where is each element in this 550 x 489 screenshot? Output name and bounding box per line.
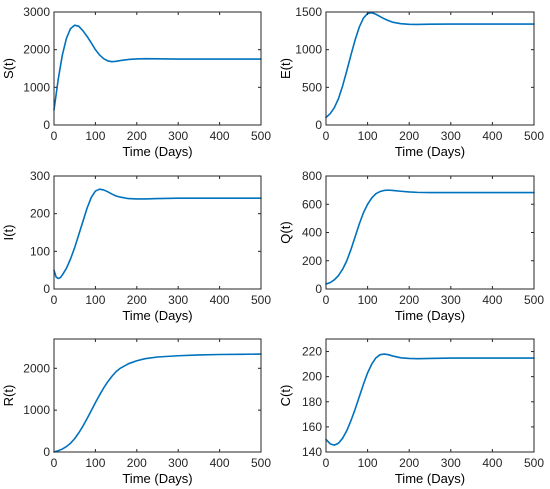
x-tick-label: 100: [85, 456, 105, 470]
y-tick-label: 180: [302, 395, 322, 409]
y-axis-label: R(t): [1, 385, 16, 407]
x-tick-label: 200: [127, 129, 147, 143]
x-axis-label: Time (Days): [122, 471, 192, 486]
x-tick-label: 500: [524, 129, 544, 143]
x-tick-label: 100: [85, 293, 105, 307]
y-tick-label: 1000: [23, 403, 50, 417]
x-axis-label: Time (Days): [395, 308, 465, 323]
y-tick-label: 160: [302, 420, 322, 434]
y-axis-label: I(t): [1, 225, 16, 241]
x-tick-label: 0: [323, 129, 330, 143]
chart-panel-1: 0 100 200 300 400 500 0 1000 2000 3000 Time (Days)…: [1, 5, 271, 159]
y-tick-label: 140: [302, 445, 322, 459]
axes-frame: [325, 338, 535, 453]
y-tick-label: 220: [302, 345, 322, 359]
y-tick-label: 1500: [295, 5, 322, 19]
x-tick-label: 0: [51, 456, 58, 470]
x-tick-label: 400: [482, 129, 502, 143]
series-line: [53, 24, 262, 111]
x-tick-label: 0: [323, 293, 330, 307]
axes-frame: [53, 11, 262, 126]
x-tick-label: 300: [168, 293, 188, 307]
series-line: [325, 353, 535, 446]
y-tick-label: 0: [43, 118, 50, 132]
x-tick-label: 100: [85, 129, 105, 143]
x-tick-label: 200: [127, 293, 147, 307]
x-tick-label: 300: [441, 129, 461, 143]
y-tick-label: 400: [302, 226, 322, 240]
x-tick-label: 0: [323, 456, 330, 470]
y-tick-label: 200: [30, 207, 50, 221]
x-tick-label: 300: [441, 293, 461, 307]
x-axis-label: Time (Days): [395, 144, 465, 159]
y-axis-label: C(t): [278, 385, 293, 407]
chart-panel-5: 0 100 200 300 400 500 0 1000 2000 Time (Days) R(t): [1, 338, 271, 486]
x-tick-label: 100: [358, 129, 378, 143]
y-tick-label: 2000: [23, 43, 50, 57]
y-tick-label: 200: [302, 254, 322, 268]
x-tick-label: 200: [399, 129, 419, 143]
x-tick-label: 300: [168, 129, 188, 143]
x-tick-label: 500: [251, 293, 271, 307]
x-axis-label: Time (Days): [122, 308, 192, 323]
x-tick-label: 100: [358, 456, 378, 470]
axes-frame: [53, 175, 262, 290]
x-axis-label: Time (Days): [395, 471, 465, 486]
chart-panel-4: 0 100 200 300 400 500 0 200 400 600 800 Time (Days)…: [278, 169, 544, 323]
y-tick-label: 500: [302, 80, 322, 94]
y-tick-label: 0: [43, 282, 50, 296]
y-tick-label: 1000: [23, 80, 50, 94]
chart-panel-2: 0 100 200 300 400 500 0 500 1000 1500 Time (Days) E…: [278, 5, 544, 159]
x-tick-label: 0: [51, 293, 58, 307]
x-tick-label: 500: [524, 456, 544, 470]
y-tick-label: 0: [315, 118, 322, 132]
x-tick-label: 200: [399, 456, 419, 470]
x-tick-label: 0: [51, 129, 58, 143]
series-line: [325, 189, 535, 285]
x-tick-label: 300: [441, 456, 461, 470]
y-tick-label: 200: [302, 370, 322, 384]
x-tick-label: 500: [524, 293, 544, 307]
y-tick-label: 3000: [23, 5, 50, 19]
x-tick-label: 300: [168, 456, 188, 470]
x-tick-label: 500: [251, 456, 271, 470]
x-tick-label: 400: [482, 293, 502, 307]
y-tick-label: 800: [302, 169, 322, 183]
y-axis-label: S(t): [1, 58, 16, 79]
axes-frame: [53, 338, 262, 453]
y-tick-label: 1000: [295, 43, 322, 57]
x-tick-label: 200: [127, 456, 147, 470]
x-tick-label: 500: [251, 129, 271, 143]
x-tick-label: 400: [210, 456, 230, 470]
series-line: [53, 188, 262, 280]
x-tick-label: 200: [399, 293, 419, 307]
y-axis-label: E(t): [278, 58, 293, 79]
y-tick-label: 0: [315, 282, 322, 296]
x-axis-label: Time (Days): [122, 144, 192, 159]
x-tick-label: 400: [482, 456, 502, 470]
series-line: [325, 11, 535, 119]
chart-panel-6: 0 100 200 300 400 500 140 160 180 200 220 Time (Day…: [278, 338, 544, 486]
x-tick-label: 100: [358, 293, 378, 307]
y-tick-label: 2000: [23, 361, 50, 375]
axes-frame: [325, 11, 535, 126]
y-tick-label: 600: [302, 197, 322, 211]
series-line: [53, 353, 262, 453]
y-tick-label: 100: [30, 244, 50, 258]
x-tick-label: 400: [210, 293, 230, 307]
y-tick-label: 300: [30, 169, 50, 183]
y-tick-label: 0: [43, 445, 50, 459]
y-axis-label: Q(t): [278, 221, 293, 243]
x-tick-label: 400: [210, 129, 230, 143]
